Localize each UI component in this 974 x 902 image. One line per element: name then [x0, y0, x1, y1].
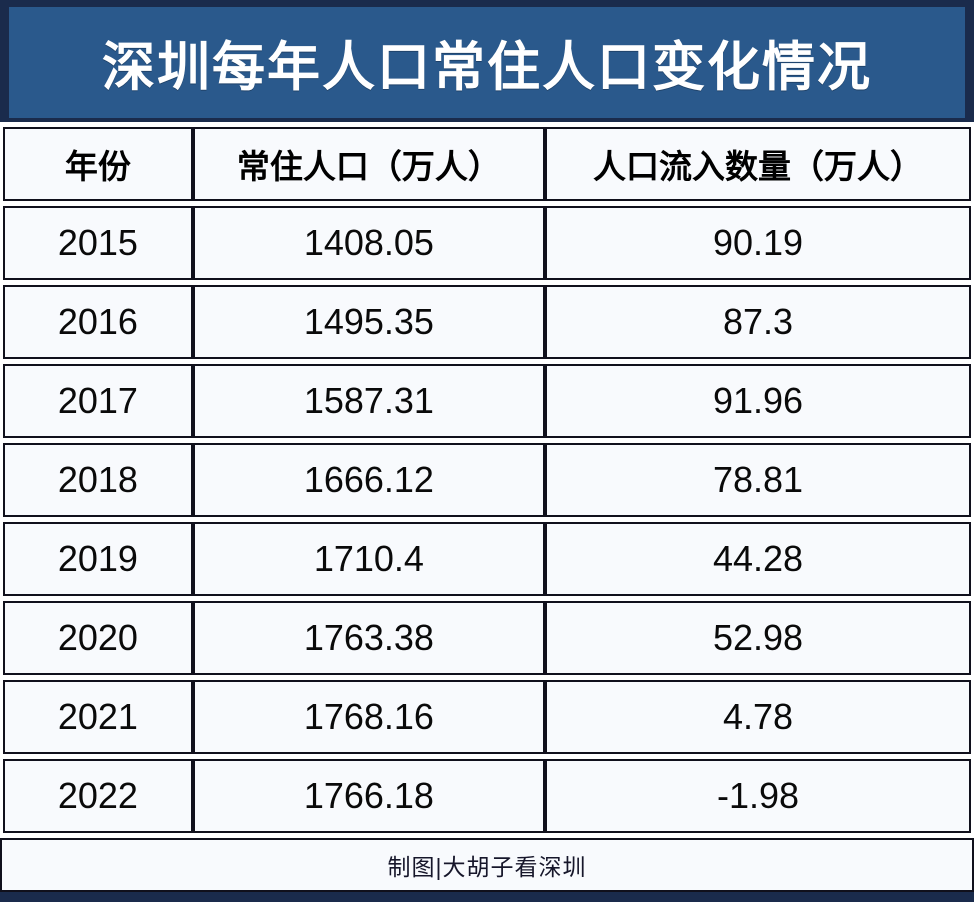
bottom-accent-bar [0, 892, 974, 902]
table-row: 2018 1666.12 78.81 [3, 443, 971, 517]
population-cell: 1763.38 [192, 601, 546, 675]
year-cell: 2017 [3, 364, 193, 438]
population-cell: 1408.05 [192, 206, 546, 280]
population-table: 年份 常住人口（万人） 人口流入数量（万人） 2015 1408.05 90.1… [3, 122, 971, 838]
title-banner: 深圳每年人口常住人口变化情况 [0, 0, 974, 122]
column-header-year: 年份 [3, 127, 193, 201]
population-cell: 1766.18 [192, 759, 546, 833]
population-cell: 1666.12 [192, 443, 546, 517]
inflow-cell: 90.19 [545, 206, 971, 280]
table-row: 2019 1710.4 44.28 [3, 522, 971, 596]
population-cell: 1768.16 [192, 680, 546, 754]
inflow-cell: 91.96 [545, 364, 971, 438]
year-cell: 2019 [3, 522, 193, 596]
credit-text: 制图|大胡子看深圳 [387, 854, 587, 880]
year-cell: 2016 [3, 285, 193, 359]
table-row: 2020 1763.38 52.98 [3, 601, 971, 675]
table-row: 2015 1408.05 90.19 [3, 206, 971, 280]
inflow-cell: -1.98 [545, 759, 971, 833]
credit-bar: 制图|大胡子看深圳 [0, 838, 974, 892]
inflow-cell: 4.78 [545, 680, 971, 754]
population-cell: 1495.35 [192, 285, 546, 359]
year-cell: 2015 [3, 206, 193, 280]
inflow-cell: 78.81 [545, 443, 971, 517]
table-header-row: 年份 常住人口（万人） 人口流入数量（万人） [3, 127, 971, 201]
population-cell: 1587.31 [192, 364, 546, 438]
table-row: 2017 1587.31 91.96 [3, 364, 971, 438]
column-header-population: 常住人口（万人） [192, 127, 546, 201]
population-table-container: 年份 常住人口（万人） 人口流入数量（万人） 2015 1408.05 90.1… [0, 122, 974, 838]
table-row: 2016 1495.35 87.3 [3, 285, 971, 359]
column-header-inflow: 人口流入数量（万人） [545, 127, 971, 201]
population-cell: 1710.4 [192, 522, 546, 596]
inflow-cell: 87.3 [545, 285, 971, 359]
table-row: 2021 1768.16 4.78 [3, 680, 971, 754]
year-cell: 2021 [3, 680, 193, 754]
inflow-cell: 52.98 [545, 601, 971, 675]
table-row: 2022 1766.18 -1.98 [3, 759, 971, 833]
year-cell: 2022 [3, 759, 193, 833]
inflow-cell: 44.28 [545, 522, 971, 596]
year-cell: 2020 [3, 601, 193, 675]
year-cell: 2018 [3, 443, 193, 517]
page-title: 深圳每年人口常住人口变化情况 [102, 37, 872, 97]
